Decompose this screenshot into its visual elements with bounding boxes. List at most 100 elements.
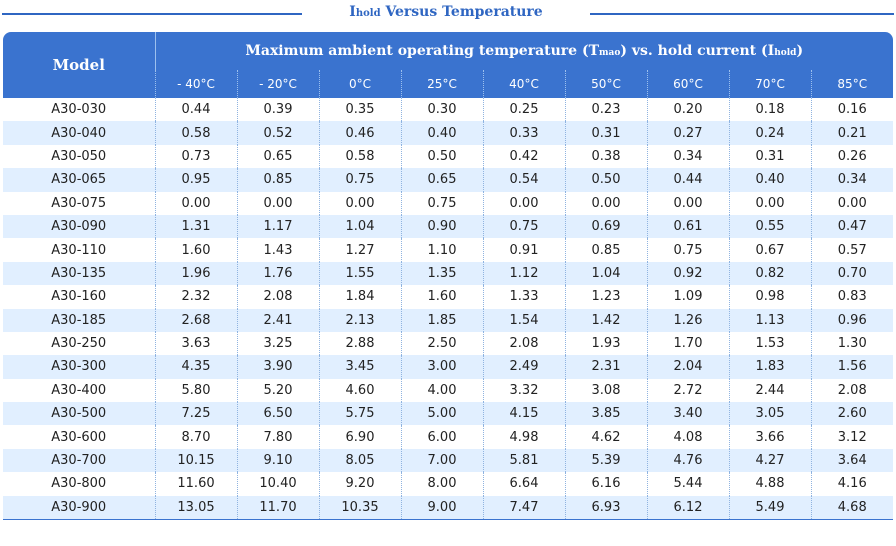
hold-current-cell: 6.50	[236, 402, 319, 426]
hold-current-cell: 2.88	[318, 331, 401, 356]
hold-current-cell: 1.10	[400, 238, 483, 262]
hold-current-cell: 2.08	[482, 331, 565, 356]
header-row-temperatures: - 40°C - 20°C 0°C 25°C 40°C 50°C 60°C 70°C 85°C	[3, 70, 893, 98]
temperature-header: 0°C	[318, 70, 401, 98]
hold-current-cell: 2.08	[810, 378, 893, 403]
hold-current-cell: 3.66	[728, 425, 811, 449]
hold-current-cell: 1.42	[564, 308, 647, 332]
table-row: A30-700 10.15 9.10 8.05 7.00 5.81 5.39 4.76 4.27…	[3, 448, 893, 473]
model-cell: A30-030	[51, 102, 107, 118]
table-row: A30-500 7.25 6.50 5.75 5.00 4.15 3.85 3.40 3.05 2…	[3, 402, 893, 426]
hold-current-cell: 0.91	[482, 238, 565, 262]
group-header-text-3: )	[796, 43, 804, 59]
hold-current-cell: 1.30	[810, 331, 893, 356]
hold-current-cell: 3.32	[482, 378, 565, 403]
hold-current-cell: 1.13	[728, 308, 811, 332]
title-prefix: I	[349, 4, 356, 20]
hold-current-cell: 8.05	[318, 448, 401, 473]
hold-current-cell: 5.39	[564, 448, 647, 473]
temperature-header: 50°C	[564, 70, 647, 98]
hold-current-cell: 4.08	[646, 425, 729, 449]
hold-current-cell: 4.76	[646, 448, 729, 473]
hold-current-cell: 7.25	[154, 402, 237, 426]
model-cell: A30-075	[51, 195, 107, 211]
hold-current-cell: 2.44	[728, 378, 811, 403]
hold-current-cell: 1.09	[646, 285, 729, 309]
hold-current-cell: 5.44	[646, 472, 729, 496]
table-row: A30-065 0.95 0.85 0.75 0.65 0.54 0.50 0.44 0.40 0…	[3, 168, 893, 192]
table-row: A30-250 3.63 3.25 2.88 2.50 2.08 1.93 1.70 1.53 1…	[3, 331, 893, 356]
table-row: A30-800 11.60 10.40 9.20 8.00 6.64 6.16 5.44 4.8…	[3, 472, 893, 496]
hold-current-cell: 6.64	[482, 472, 565, 496]
hold-current-cell: 11.60	[154, 472, 237, 496]
hold-current-cell: 7.00	[400, 448, 483, 473]
hold-current-cell: 0.00	[318, 191, 401, 215]
hold-current-cell: 3.40	[646, 402, 729, 426]
hold-current-cell: 1.76	[236, 261, 319, 286]
hold-current-cell: 3.25	[236, 331, 319, 356]
model-cell: A30-900	[3, 495, 155, 521]
hold-current-cell: 0.75	[646, 238, 729, 262]
temperature-header: 25°C	[400, 70, 483, 98]
hold-current-cell: 3.45	[318, 355, 401, 379]
table-row: A30-090 1.31 1.17 1.04 0.90 0.75 0.69 0.61 0.55 0…	[3, 214, 893, 239]
hold-current-cell: 2.13	[318, 308, 401, 332]
hold-current-cell: 2.32	[154, 285, 237, 309]
hold-current-cell: 0.46	[318, 121, 401, 145]
hold-current-cell: 4.68	[810, 495, 893, 521]
temperature-header: 40°C	[482, 70, 565, 98]
hold-current-cell: 2.68	[154, 308, 237, 332]
hold-current-cell: 4.35	[154, 355, 237, 379]
hold-current-cell: 1.83	[728, 355, 811, 379]
hold-current-cell: 0.00	[646, 191, 729, 215]
model-cell: A30-185	[3, 308, 155, 332]
hold-current-cell: 1.26	[646, 308, 729, 332]
hold-current-cell: 0.00	[236, 191, 319, 215]
table-title: Ihold Versus Temperature	[302, 3, 590, 23]
hold-current-cell: 0.55	[728, 214, 811, 239]
hold-current-cell: 0.34	[646, 144, 729, 169]
hold-current-cell: 0.70	[810, 261, 893, 286]
hold-current-cell: 4.60	[318, 378, 401, 403]
model-cell: A30-800	[51, 476, 107, 492]
hold-current-cell: 0.90	[400, 214, 483, 239]
hold-current-cell: 0.44	[646, 168, 729, 192]
hold-current-cell: 0.54	[482, 168, 565, 192]
model-cell: A30-300	[3, 355, 155, 379]
hold-current-cell: 4.00	[400, 378, 483, 403]
temperature-group-header: Maximum ambient operating temperature (T…	[154, 32, 893, 70]
group-header-sub-1: mao	[599, 48, 621, 58]
hold-current-cell: 1.17	[236, 214, 319, 239]
hold-current-cell: 1.53	[728, 331, 811, 356]
hold-current-cell: 0.33	[482, 121, 565, 145]
temperature-header: 70°C	[728, 70, 811, 98]
model-cell: A30-600	[51, 429, 107, 445]
table-row: A30-600 8.70 7.80 6.90 6.00 4.98 4.62 4.08 3.66 3…	[3, 425, 893, 449]
hold-current-cell: 0.23	[564, 98, 647, 122]
hold-current-cell: 4.15	[482, 402, 565, 426]
hold-current-cell: 0.00	[810, 191, 893, 215]
hold-current-cell: 9.10	[236, 448, 319, 473]
title-rule-right	[590, 13, 894, 15]
table-row: A30-900 13.05 11.70 10.35 9.00 7.47 6.93 6.12 5.…	[3, 495, 893, 521]
hold-current-cell: 0.00	[728, 191, 811, 215]
hold-current-cell: 0.65	[400, 168, 483, 192]
hold-current-cell: 0.31	[728, 144, 811, 169]
hold-current-cell: 1.35	[400, 261, 483, 286]
table-row: A30-185 2.68 2.41 2.13 1.85 1.54 1.42 1.26 1.13 0…	[3, 308, 893, 332]
table-row: A30-040 0.58 0.52 0.46 0.40 0.33 0.31 0.27 0.24 0…	[3, 121, 893, 145]
hold-current-cell: 3.64	[810, 448, 893, 473]
hold-current-cell: 0.21	[810, 121, 893, 145]
model-cell: A30-700	[3, 448, 155, 473]
table-row: A30-030 0.44 0.39 0.35 0.30 0.25 0.23 0.20 0.18 0…	[3, 98, 893, 122]
hold-current-cell: 7.80	[236, 425, 319, 449]
title-subscript: hold	[355, 8, 381, 19]
hold-current-cell: 0.58	[154, 121, 237, 145]
hold-current-cell: 0.24	[728, 121, 811, 145]
model-cell: A30-090	[3, 214, 155, 239]
model-cell: A30-065	[3, 168, 155, 192]
hold-current-cell: 4.27	[728, 448, 811, 473]
hold-current-cell: 4.16	[810, 472, 893, 496]
temperature-header: 85°C	[810, 70, 893, 98]
hold-current-cell: 10.35	[318, 495, 401, 521]
